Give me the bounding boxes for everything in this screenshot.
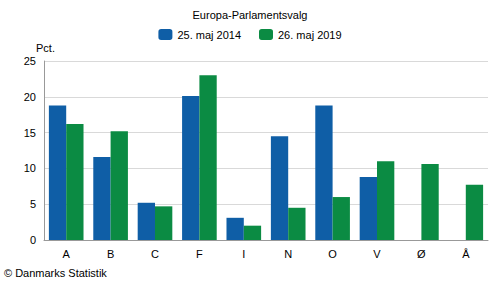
svg-text:N: N [284, 248, 292, 260]
svg-text:V: V [373, 248, 381, 260]
svg-text:Pct.: Pct. [36, 42, 55, 54]
svg-text:© Danmarks Statistik: © Danmarks Statistik [4, 267, 107, 279]
svg-text:15: 15 [24, 127, 36, 139]
svg-text:Europa-Parlamentsvalg: Europa-Parlamentsvalg [193, 9, 308, 21]
svg-text:26. maj 2019: 26. maj 2019 [278, 29, 342, 41]
svg-text:A: A [63, 248, 71, 260]
svg-text:20: 20 [24, 91, 36, 103]
svg-text:O: O [328, 248, 337, 260]
svg-text:0: 0 [30, 234, 36, 246]
svg-text:I: I [242, 248, 245, 260]
svg-text:C: C [151, 248, 159, 260]
svg-text:Å: Å [462, 248, 470, 260]
svg-text:25. maj 2014: 25. maj 2014 [177, 29, 241, 41]
svg-text:F: F [196, 248, 203, 260]
svg-text:5: 5 [30, 198, 36, 210]
svg-text:B: B [107, 248, 114, 260]
svg-text:10: 10 [24, 162, 36, 174]
svg-text:Ø: Ø [417, 248, 426, 260]
svg-text:25: 25 [24, 55, 36, 67]
